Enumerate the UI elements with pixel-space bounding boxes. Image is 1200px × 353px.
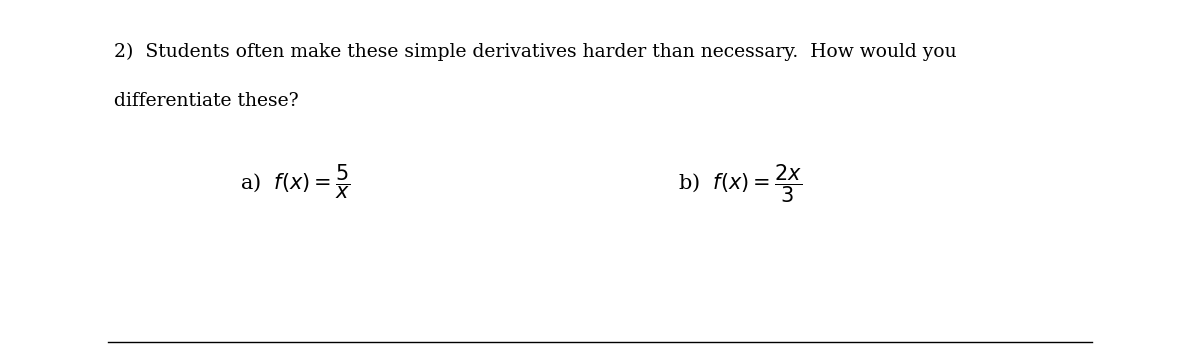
Text: differentiate these?: differentiate these? <box>114 92 299 110</box>
Text: a)  $f(x)=\dfrac{5}{x}$: a) $f(x)=\dfrac{5}{x}$ <box>240 162 350 201</box>
Text: 2)  Students often make these simple derivatives harder than necessary.  How wou: 2) Students often make these simple deri… <box>114 42 956 61</box>
Text: b)  $f(x)=\dfrac{2x}{3}$: b) $f(x)=\dfrac{2x}{3}$ <box>678 162 803 205</box>
